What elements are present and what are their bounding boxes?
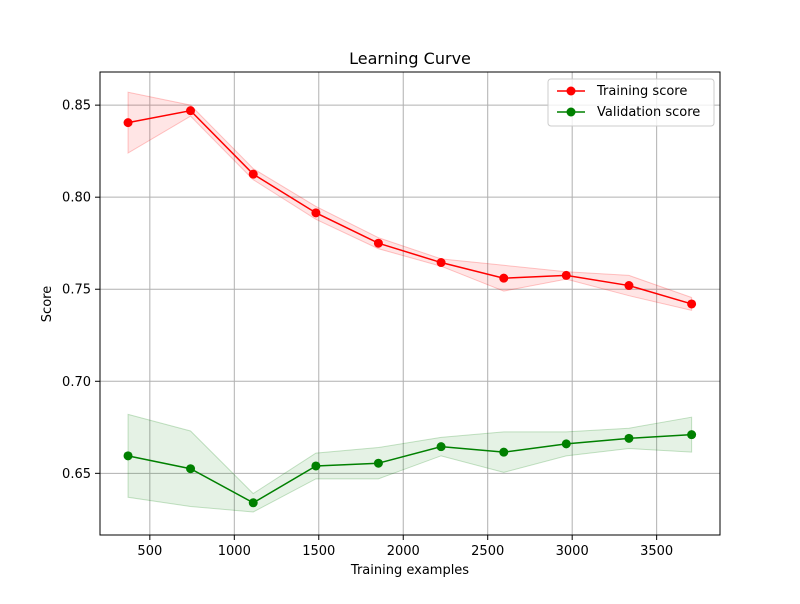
validation-score-point bbox=[186, 464, 196, 474]
validation-score-point bbox=[123, 451, 133, 461]
x-tick-label: 2500 bbox=[471, 544, 504, 559]
y-axis-label: Score bbox=[40, 286, 55, 322]
y-tick-label: 0.65 bbox=[62, 467, 91, 482]
training-score-point bbox=[123, 118, 133, 128]
legend-marker-training bbox=[566, 86, 576, 96]
training-score-point bbox=[248, 169, 258, 179]
validation-score-point bbox=[373, 458, 383, 468]
validation-score-point bbox=[624, 433, 634, 443]
x-tick-label: 2000 bbox=[387, 544, 420, 559]
validation-score-point bbox=[687, 430, 697, 440]
training-score-point bbox=[624, 281, 634, 291]
chart-title: Learning Curve bbox=[349, 49, 471, 68]
y-tick-label: 0.85 bbox=[62, 99, 91, 114]
training-score-point bbox=[311, 208, 321, 218]
legend-label-validation: Validation score bbox=[597, 105, 700, 120]
legend-marker-validation bbox=[566, 107, 576, 117]
legend-box bbox=[547, 78, 715, 127]
y-tick-label: 0.75 bbox=[62, 283, 91, 298]
validation-score-point bbox=[248, 498, 258, 508]
validation-score-point bbox=[436, 442, 446, 452]
x-tick-label: 500 bbox=[137, 544, 162, 559]
training-score-band bbox=[127, 91, 693, 312]
validation-score-band bbox=[127, 413, 693, 513]
training-score-point bbox=[373, 238, 383, 248]
line-layer bbox=[123, 106, 697, 508]
x-tick-label: 3500 bbox=[640, 544, 673, 559]
x-axis-label: Training examples bbox=[350, 563, 469, 578]
training-score-line bbox=[127, 109, 692, 305]
legend: Training score Validation score bbox=[547, 78, 715, 127]
plot-frame bbox=[99, 71, 721, 536]
validation-score-point bbox=[499, 447, 509, 457]
training-score-point bbox=[499, 273, 509, 283]
training-score-point bbox=[687, 299, 697, 309]
band-layer bbox=[127, 91, 693, 513]
y-tick-label: 0.80 bbox=[62, 191, 91, 206]
tick-layer: 500 1000 1500 2000 2500 3000 3500 0.65 0.70 0.75 0… bbox=[62, 99, 673, 559]
validation-score-point bbox=[561, 439, 571, 449]
x-tick-label: 3000 bbox=[556, 544, 589, 559]
training-score-point bbox=[436, 258, 446, 268]
training-score-point bbox=[561, 270, 571, 280]
validation-score-line bbox=[127, 433, 692, 504]
x-tick-label: 1000 bbox=[218, 544, 251, 559]
validation-score-point bbox=[311, 461, 321, 471]
x-tick-label: 1500 bbox=[302, 544, 335, 559]
y-tick-label: 0.70 bbox=[62, 375, 91, 390]
grid-layer bbox=[100, 72, 720, 535]
legend-label-training: Training score bbox=[596, 84, 687, 99]
training-score-point bbox=[186, 106, 196, 116]
